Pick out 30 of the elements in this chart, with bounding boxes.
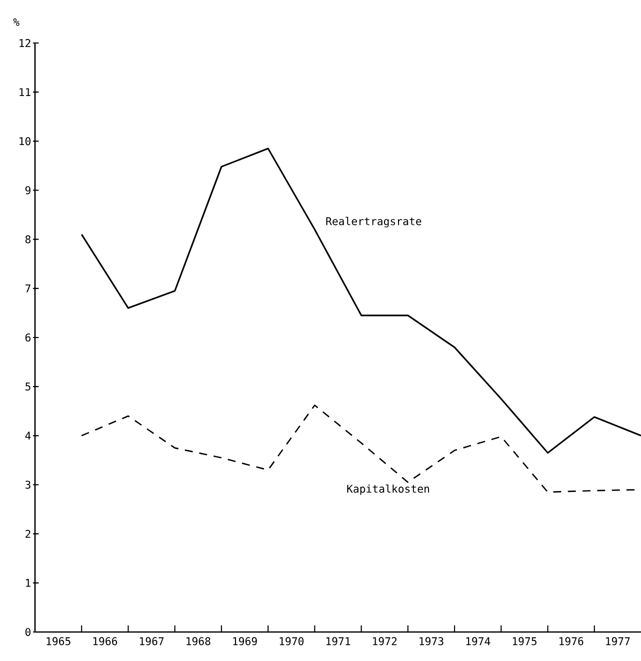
y-tick-label: 9: [25, 186, 30, 194]
series-label: Kapitalkosten: [347, 484, 430, 495]
x-tick-label: 1969: [233, 637, 257, 646]
x-tick-label: 1968: [186, 637, 210, 646]
x-tick-label: 1966: [93, 637, 118, 646]
y-tick-label: 0: [25, 628, 30, 636]
x-tick-label: 1976: [560, 637, 584, 646]
y-tick-label: 5: [26, 382, 30, 391]
x-tick-label: 1975: [512, 637, 536, 646]
x-tick-label: 1974: [466, 637, 490, 646]
y-tick-label: 10: [20, 137, 30, 146]
x-tick-label: 1971: [326, 637, 350, 646]
x-tick-label: 1967: [140, 637, 164, 646]
y-tick-label: 3: [25, 480, 30, 489]
y-tick-label: 7: [25, 284, 30, 292]
x-tick-label: 1972: [373, 637, 397, 646]
y-tick-label: 6: [25, 333, 30, 342]
x-tick-label: 1970: [280, 637, 304, 646]
x-tick-label: 1965: [46, 637, 70, 646]
line-series: [80, 148, 641, 454]
y-tick-label: 2: [26, 530, 30, 538]
series-label: Realertragsrate: [326, 216, 422, 228]
y-tick-label: 1: [26, 579, 30, 587]
x-tick-label: 1977: [606, 637, 630, 646]
x-tick-label: 1973: [420, 637, 444, 646]
y-axis-title: %: [13, 18, 20, 26]
y-tick-label: 12: [20, 39, 30, 47]
y-tick-label: 11: [20, 88, 30, 96]
y-tick-label: 8: [25, 235, 30, 244]
y-tick-label: 4: [25, 432, 31, 440]
